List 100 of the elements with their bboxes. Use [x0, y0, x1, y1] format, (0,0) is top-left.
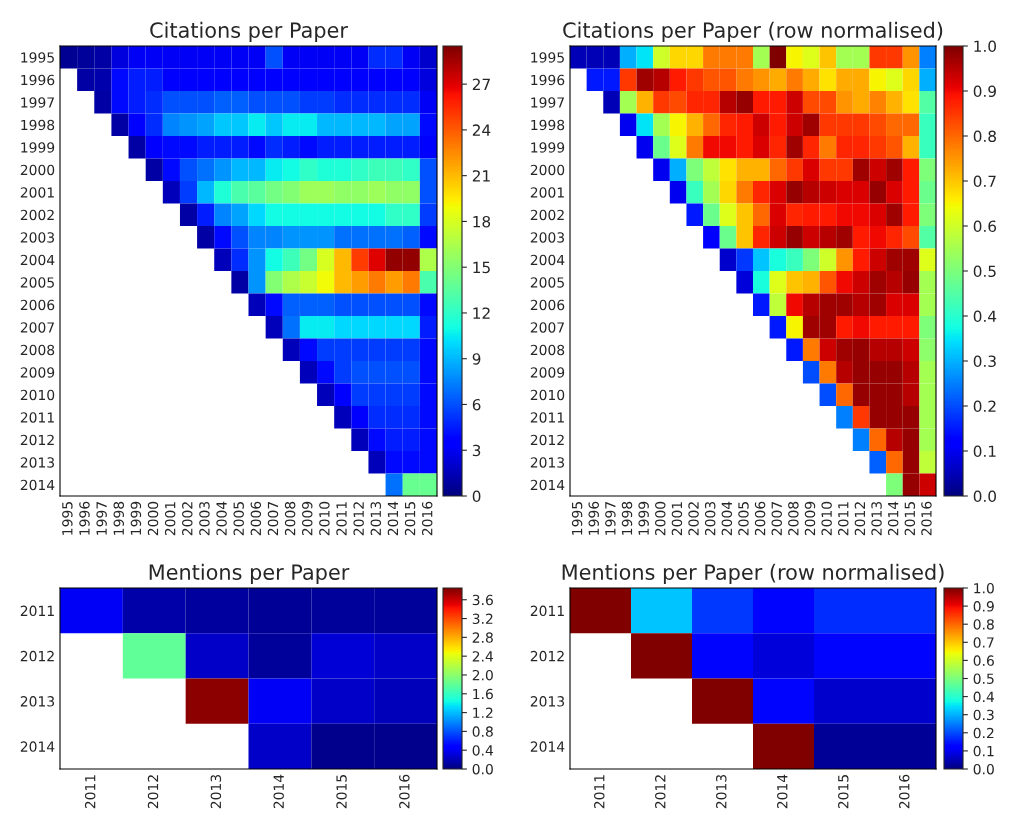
x-tick-label: 2014 — [887, 501, 899, 536]
x-tick-label: 2007 — [771, 502, 782, 536]
color-bar-label: 3 — [472, 444, 481, 457]
x-tick-label: 2006 — [754, 501, 766, 536]
y-tick-label: 2002 — [20, 209, 54, 221]
x-tick-label: 2011 — [84, 775, 96, 809]
y-tick-label: 1998 — [21, 119, 55, 131]
color-bar-label: 0.4 — [472, 745, 494, 756]
color-bar-label: 0.9 — [973, 85, 996, 98]
y-tick-label: 2004 — [530, 254, 565, 266]
color-bar-label: 9 — [472, 353, 481, 365]
x-tick-label: 2011 — [838, 502, 849, 536]
x-tick-label: 2001 — [671, 502, 683, 536]
y-tick-label: 2011 — [20, 412, 54, 423]
y-tick-label: 2008 — [20, 344, 55, 356]
color-bar-label: 0.4 — [973, 310, 997, 323]
y-tick-label: 2000 — [20, 164, 55, 176]
x-tick-label: 2008 — [284, 501, 296, 536]
color-bar-label: 0.1 — [973, 445, 996, 458]
y-tick-label: 2011 — [530, 412, 564, 423]
color-bar-label: 15 — [473, 261, 490, 274]
x-tick-label: 2007 — [267, 502, 279, 536]
x-tick-label: 2015 — [838, 775, 849, 809]
x-tick-label: 2002 — [182, 502, 193, 536]
x-tick-label: 1999 — [130, 501, 142, 535]
x-tick-label: 2014 — [777, 774, 788, 809]
x-tick-label: 2015 — [404, 502, 416, 536]
color-bar-label: 2.0 — [472, 669, 493, 681]
x-tick-label: 2012 — [147, 775, 159, 809]
color-bar-label: 0.2 — [973, 727, 994, 739]
x-tick-label: 2002 — [688, 502, 699, 536]
color-bar-label: 0.0 — [472, 763, 493, 775]
color-bar-label: 0.5 — [973, 673, 994, 684]
y-tick-label: 2011 — [20, 605, 54, 617]
x-tick-label: 2000 — [655, 501, 666, 536]
x-tick-label: 2006 — [250, 501, 262, 536]
x-tick-label: 2016 — [399, 774, 410, 809]
x-tick-label: 2014 — [387, 501, 399, 536]
chart-title: Mentions per Paper — [149, 563, 350, 584]
x-tick-label: 2005 — [233, 502, 244, 536]
color-bar-label: 0.8 — [472, 726, 493, 737]
x-tick-label: 2000 — [147, 501, 159, 536]
y-tick-label: 2008 — [530, 344, 565, 356]
color-bar-label: 0.2 — [973, 400, 996, 413]
color-bar-label: 0.4 — [973, 691, 995, 703]
y-tick-label: 2011 — [530, 605, 564, 617]
y-tick-label: 2009 — [530, 367, 565, 378]
x-tick-label: 2009 — [302, 501, 313, 536]
color-bar-label: 0.1 — [973, 745, 994, 757]
y-tick-label: 2006 — [20, 299, 55, 311]
y-tick-label: 2013 — [530, 457, 565, 468]
y-tick-label: 1999 — [531, 142, 565, 153]
y-tick-label: 2005 — [530, 277, 564, 288]
y-tick-label: 1997 — [531, 97, 564, 108]
x-tick-label: 1997 — [605, 502, 616, 535]
x-tick-label: 2004 — [721, 501, 733, 536]
x-tick-label: 2016 — [421, 501, 433, 536]
x-tick-label: 2015 — [904, 502, 916, 536]
color-bar-label: 1.6 — [473, 688, 493, 700]
color-bar-label: 12 — [473, 307, 490, 319]
y-tick-label: 1995 — [21, 52, 54, 63]
color-bar-label: 2.4 — [472, 651, 494, 662]
y-tick-label: 2007 — [20, 322, 54, 333]
color-bar-label: 1.0 — [974, 582, 994, 594]
y-tick-label: 2010 — [530, 389, 565, 401]
y-tick-label: 2012 — [530, 434, 564, 446]
x-tick-label: 2014 — [273, 774, 284, 809]
x-tick-label: 2016 — [921, 501, 932, 536]
x-tick-label: 2004 — [216, 501, 227, 536]
y-tick-label: 2009 — [20, 367, 55, 378]
color-bar-label: 18 — [473, 215, 491, 228]
y-tick-label: 2003 — [20, 232, 55, 243]
x-tick-label: 1999 — [638, 501, 649, 535]
y-tick-label: 2012 — [530, 650, 564, 662]
color-bar-label: 6 — [472, 398, 481, 411]
chart-title: Citations per Paper (row normalised) — [563, 21, 943, 42]
y-tick-label: 2012 — [20, 650, 54, 662]
color-bar-label: 0.6 — [973, 220, 997, 233]
chart-title: Mentions per Paper (row normalised) — [562, 563, 944, 584]
color-bar-label: 0.5 — [973, 265, 996, 278]
y-tick-label: 1996 — [21, 74, 55, 86]
y-tick-label: 2013 — [530, 696, 565, 707]
y-tick-label: 1998 — [531, 119, 565, 131]
color-bar-label: 27 — [472, 78, 490, 90]
x-tick-label: 2016 — [899, 774, 910, 809]
color-bar-label: 0.3 — [973, 709, 994, 721]
x-tick-label: 2012 — [353, 502, 364, 536]
color-bar-label: 2.8 — [472, 632, 493, 643]
y-tick-label: 2012 — [20, 434, 54, 446]
color-bar-label: 0.6 — [973, 655, 994, 666]
x-tick-label: 2013 — [370, 501, 382, 536]
x-tick-label: 2005 — [738, 502, 749, 536]
color-bar-label: 3.2 — [472, 613, 493, 625]
x-tick-label: 2015 — [336, 775, 347, 809]
color-bar-label: 0.7 — [973, 175, 996, 188]
x-tick-label: 2013 — [210, 774, 222, 809]
x-tick-label: 2011 — [594, 775, 605, 809]
y-tick-label: 2003 — [530, 232, 565, 243]
y-tick-label: 2002 — [530, 209, 564, 221]
y-tick-label: 2013 — [20, 457, 55, 468]
